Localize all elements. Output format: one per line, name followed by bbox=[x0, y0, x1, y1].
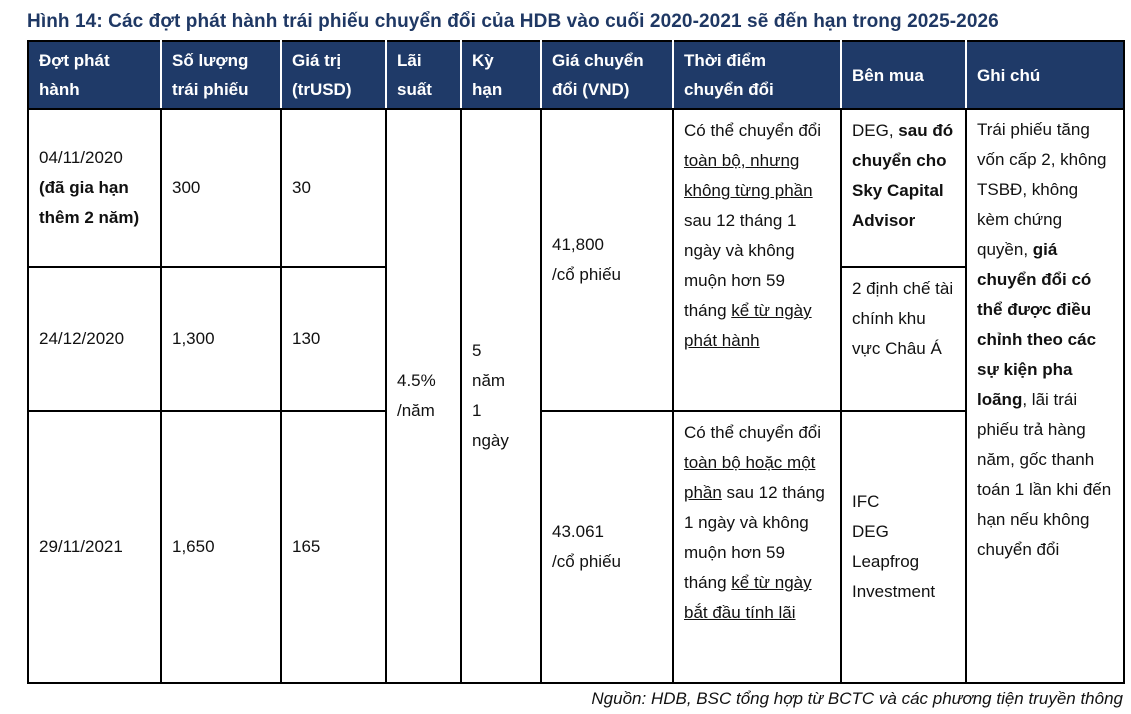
cell-buyer-2: 2 định chế tài chính khu vực Châu Á bbox=[840, 266, 967, 412]
cell-issuance-date-3: 29/11/2021 bbox=[27, 410, 162, 684]
cell-conversion-price-1: 41,800 /cổ phiếu bbox=[540, 108, 674, 412]
cell-value-2: 130 bbox=[280, 266, 387, 412]
cell-notes: Trái phiếu tăng vốn cấp 2, không TSBĐ, k… bbox=[965, 108, 1125, 684]
table-row: 24/12/2020 1,300 130 2 định chế tài chín… bbox=[27, 266, 1124, 412]
source-note: Nguồn: HDB, BSC tổng hợp từ BCTC và các … bbox=[591, 689, 1123, 708]
cell-quantity-3: 1,650 bbox=[160, 410, 282, 684]
cell-value-3: 165 bbox=[280, 410, 387, 684]
col-header-conversion-price: Giá chuyển đổi (VND) bbox=[540, 40, 674, 110]
table-row: 29/11/2021 1,650 165 43.061 /cổ phiếu Có… bbox=[27, 410, 1124, 684]
cell-term: 5 năm 1 ngày bbox=[460, 108, 542, 684]
col-header-notes: Ghi chú bbox=[965, 40, 1125, 110]
cell-conversion-price-2: 43.061 /cổ phiếu bbox=[540, 410, 674, 684]
col-header-quantity: Số lượng trái phiếu bbox=[160, 40, 282, 110]
cell-value-1: 30 bbox=[280, 108, 387, 268]
cell-buyer-1: DEG, sau đó chuyển cho Sky Capital Advis… bbox=[840, 108, 967, 268]
col-header-conversion-timing: Thời điểm chuyển đổi bbox=[672, 40, 842, 110]
col-header-issuance: Đợt phát hành bbox=[27, 40, 162, 110]
cell-interest-rate: 4.5% /năm bbox=[385, 108, 462, 684]
cell-conversion-timing-1: Có thể chuyển đổi toàn bộ, nhưng không t… bbox=[672, 108, 842, 412]
convertible-bond-table: Đợt phát hành Số lượng trái phiếu Giá tr… bbox=[27, 40, 1125, 684]
cell-buyer-3: IFC DEG Leapfrog Investment bbox=[840, 410, 967, 684]
report-page: Hình 14: Các đợt phát hành trái phiếu ch… bbox=[0, 11, 1131, 714]
col-header-term: Kỳ hạn bbox=[460, 40, 542, 110]
cell-conversion-timing-2: Có thể chuyển đổi toàn bộ hoặc một phần … bbox=[672, 410, 842, 684]
col-header-buyer: Bên mua bbox=[840, 40, 967, 110]
col-header-value: Giá trị (trUSD) bbox=[280, 40, 387, 110]
cell-quantity-1: 300 bbox=[160, 108, 282, 268]
figure-title: Hình 14: Các đợt phát hành trái phiếu ch… bbox=[27, 11, 999, 32]
table-row: 04/11/2020 (đã gia hạn thêm 2 năm) 300 3… bbox=[27, 108, 1125, 684]
cell-issuance-date-1: 04/11/2020 (đã gia hạn thêm 2 năm) bbox=[27, 108, 162, 268]
cell-quantity-2: 1,300 bbox=[160, 266, 282, 412]
header-row: Đợt phát hành Số lượng trái phiếu Giá tr… bbox=[27, 40, 1125, 110]
col-header-interest: Lãi suất bbox=[385, 40, 462, 110]
cell-issuance-date-2: 24/12/2020 bbox=[27, 266, 162, 412]
